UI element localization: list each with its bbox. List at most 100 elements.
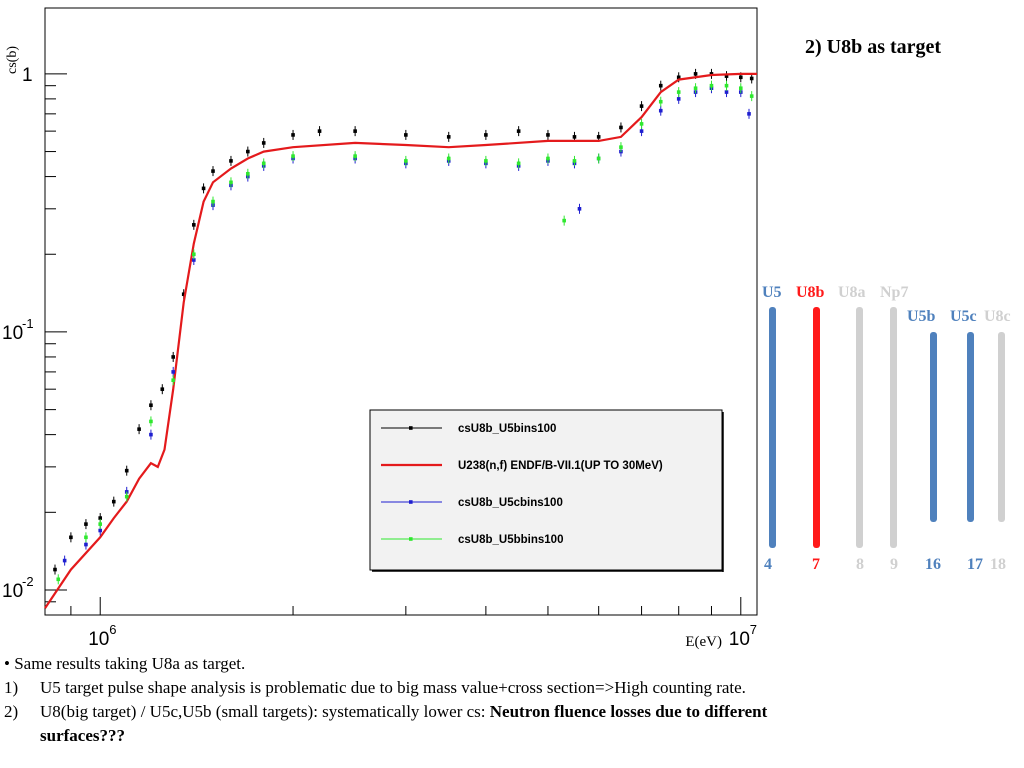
data-point (84, 522, 88, 526)
x-tick-exponent: 6 (109, 622, 116, 637)
data-point (619, 145, 623, 149)
legend-entry: csU8b_U5bins100 (381, 423, 556, 435)
data-point (353, 154, 357, 158)
data-point (738, 75, 743, 80)
note-text-2-bold: Neutron fluence losses due to different (489, 702, 768, 721)
target-bar-u8c (998, 332, 1005, 522)
legend-label: csU8b_U5bins100 (458, 423, 556, 435)
target-number-7: 7 (812, 556, 820, 573)
note-bullet-line: • Same results taking U8a as target. (4, 652, 1022, 676)
target-bar-u5 (769, 307, 776, 548)
data-point (84, 542, 88, 547)
target-label-u8b: U8b (796, 284, 825, 301)
data-point (192, 258, 196, 262)
note-number-2: 2) (4, 702, 19, 721)
target-bar-u8a (856, 307, 863, 548)
legend-entry: U238(n,f) ENDF/B-VII.1(UP TO 30MeV) (381, 460, 663, 472)
y-tick-exponent: -1 (22, 316, 34, 331)
data-point (749, 76, 754, 81)
data-point (596, 156, 601, 161)
y-axis-title: cs(b) (5, 46, 20, 74)
note-line-2-continued: surfaces??? (4, 724, 1022, 748)
note-number-1: 1) (4, 678, 19, 697)
data-point (149, 419, 153, 424)
target-number-17: 17 (967, 556, 983, 573)
data-point (181, 292, 186, 297)
legend: csU8b_U5bins100 U238(n,f) ENDF/B-VII.1(UP… (369, 409, 724, 572)
data-point (291, 154, 295, 158)
data-point (261, 161, 266, 166)
data-point (484, 159, 488, 163)
data-point (546, 156, 550, 161)
data-point (658, 99, 663, 104)
data-point (676, 97, 681, 101)
target-label-u5: U5 (762, 284, 782, 301)
target-label-u8a: U8a (838, 284, 866, 301)
data-point (98, 528, 103, 533)
data-point (572, 159, 577, 163)
data-point (160, 387, 165, 391)
target-label-u8c: U8c (984, 308, 1011, 325)
data-point (562, 218, 566, 223)
data-point (516, 129, 521, 133)
legend-marker (409, 426, 413, 430)
tick-labels: 10 6 10 710-210-11 (2, 65, 757, 650)
data-point (317, 129, 322, 133)
x-tick-label: 10 (88, 629, 109, 650)
data-point (69, 535, 73, 540)
data-point (171, 370, 175, 374)
series-0 (53, 68, 754, 575)
data-point (211, 169, 215, 173)
data-point (404, 133, 408, 137)
note-text-2: U8(big target) / U5c,U5b (small targets)… (40, 702, 490, 721)
cross-section-plot: 10 6 10 710-210-11 cs(b) E(eV) csU8b_U5bins… (2, 7, 758, 650)
data-point (749, 94, 754, 98)
data-point (211, 199, 215, 204)
data-point (111, 499, 116, 504)
data-point (149, 403, 153, 408)
target-label-np7: Np7 (880, 284, 909, 301)
data-point (84, 535, 88, 540)
x-tick-exponent: 7 (750, 622, 757, 637)
data-point (596, 135, 601, 139)
series-3 (56, 80, 754, 585)
data-point (724, 74, 729, 78)
target-number-16: 16 (925, 556, 941, 573)
data-point (658, 108, 663, 113)
data-point (724, 83, 729, 88)
data-point (639, 104, 644, 108)
legend-label: csU8b_U5cbins100 (458, 497, 563, 509)
target-number-4: 4 (764, 556, 772, 573)
y-tick-exponent: -2 (22, 574, 34, 589)
note-line-2: 2) U8(big target) / U5c,U5b (small target… (4, 700, 1022, 724)
data-point (53, 567, 57, 572)
data-point (639, 122, 644, 126)
data-point (572, 135, 577, 139)
data-point (261, 141, 266, 145)
side-title: 2) U8b as target (805, 36, 942, 58)
target-number-9: 9 (890, 556, 898, 573)
target-bar-np7 (890, 307, 897, 548)
data-point (709, 83, 714, 88)
data-point (676, 90, 681, 94)
data-point (446, 135, 451, 139)
data-point (246, 171, 250, 176)
plot-frame (44, 7, 758, 616)
legend-marker (409, 537, 413, 541)
data-point (98, 522, 103, 526)
data-point (446, 156, 451, 161)
series-line (44, 72, 757, 609)
legend-box (369, 409, 723, 571)
data-point (98, 516, 103, 520)
data-point (192, 223, 196, 227)
target-number-18: 18 (990, 556, 1006, 573)
data-point (353, 129, 357, 133)
data-point (658, 83, 663, 88)
legend-entry: csU8b_U5cbins100 (381, 497, 563, 509)
data-point (171, 378, 175, 383)
data-point (137, 427, 141, 431)
target-number-8: 8 (856, 556, 864, 573)
target-label-u5b: U5b (907, 308, 936, 325)
target-bar-u5c (967, 332, 974, 522)
data-point (577, 207, 582, 211)
